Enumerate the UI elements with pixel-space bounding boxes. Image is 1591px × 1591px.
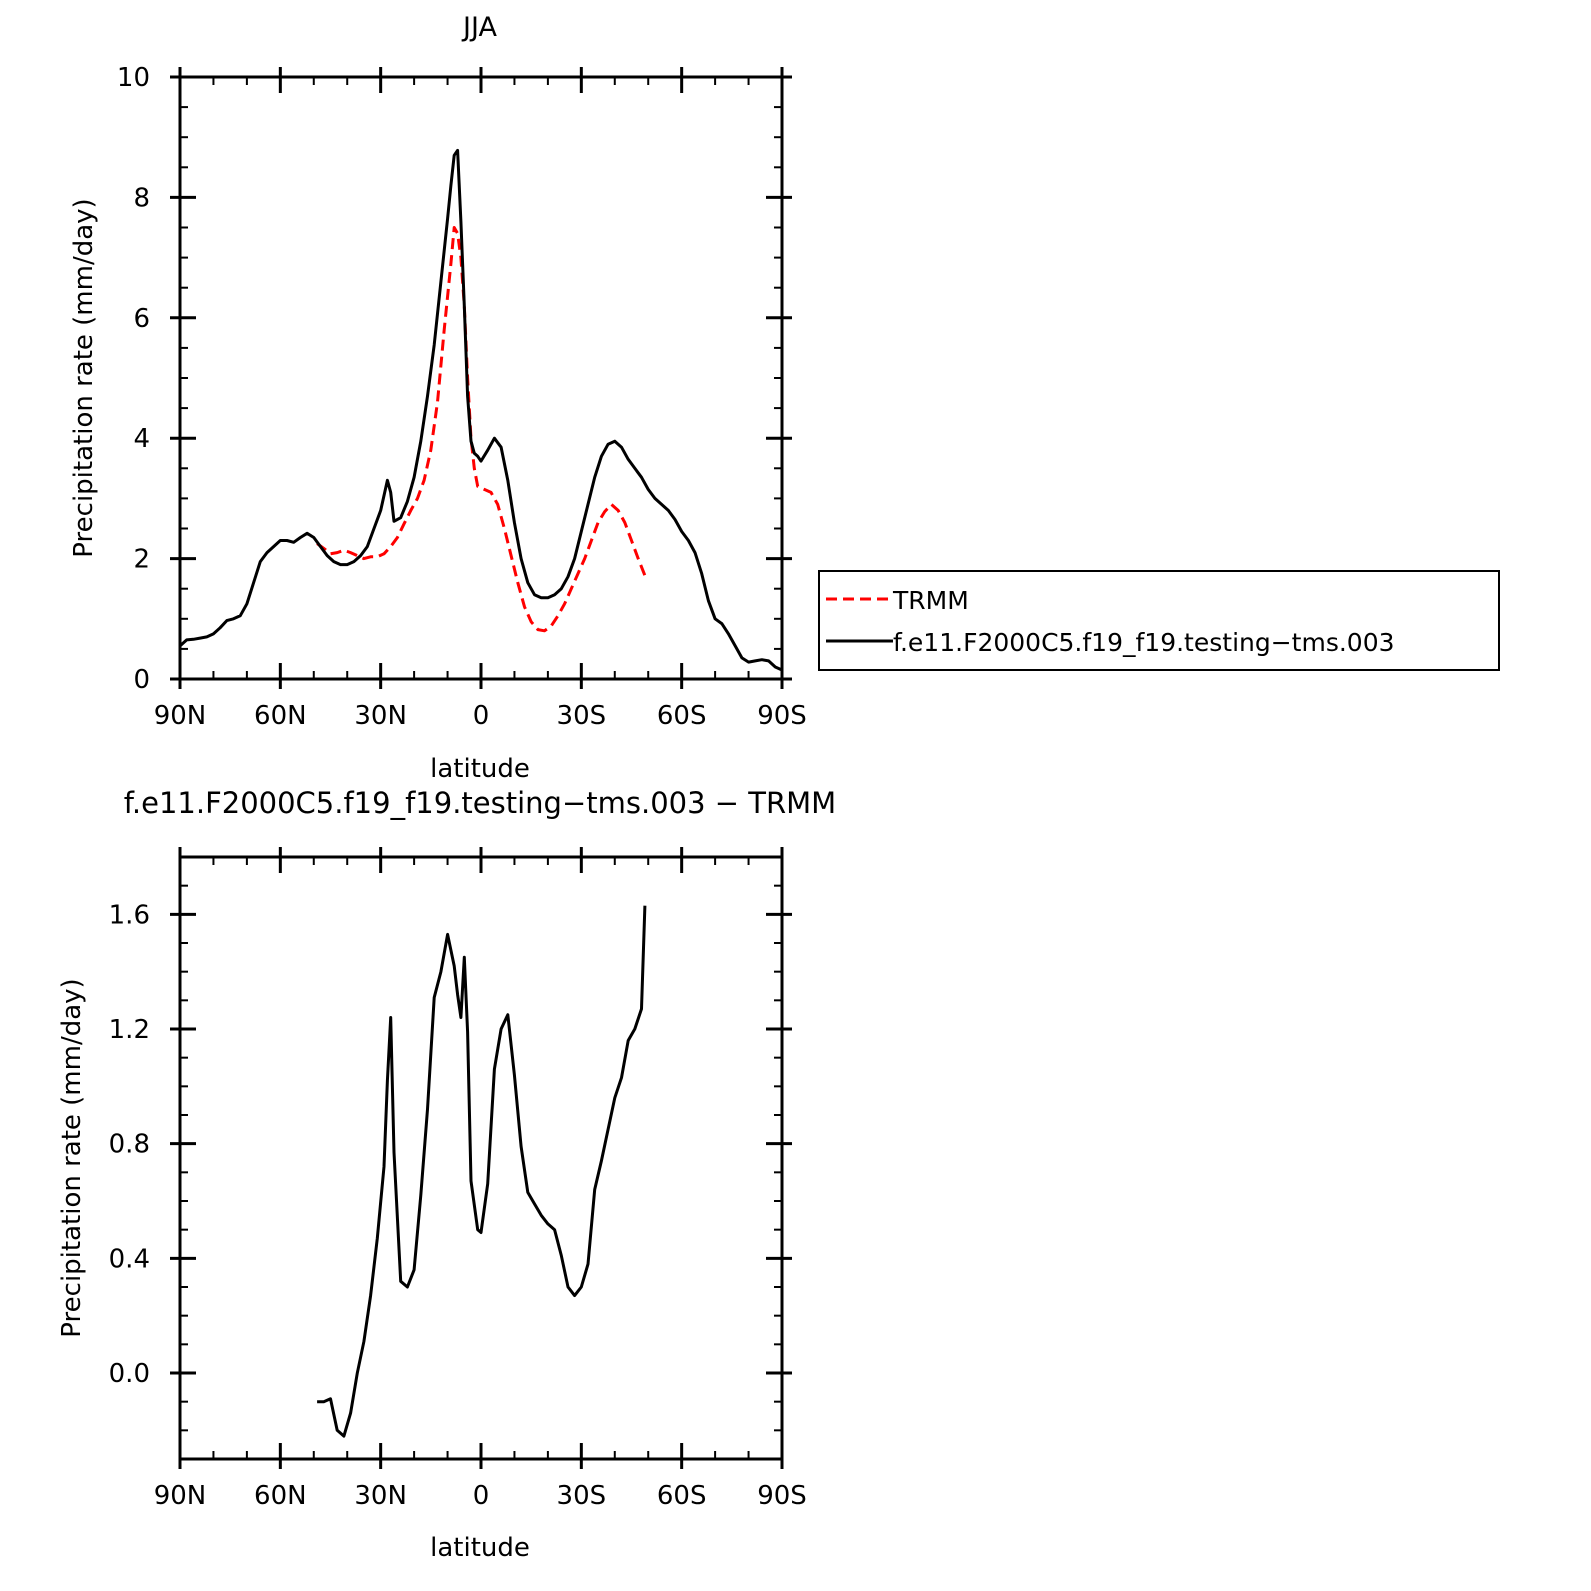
bottom-x-tick-label: 30S: [557, 1481, 607, 1511]
bottom-x-axis-label: latitude: [430, 1533, 530, 1563]
top-y-axis-label: Precipitation rate (mm/day): [69, 198, 99, 557]
top-x-tick-label: 90N: [154, 701, 207, 731]
bottom-y-tick-label: 0.4: [109, 1244, 150, 1274]
bottom-x-tick-labels: 90N 60N 30N 0 30S 60S 90S: [154, 1481, 807, 1511]
legend: TRMM f.e11.F2000C5.f19_f19.testing−tms.0…: [818, 570, 1500, 671]
legend-trmm-label: TRMM: [892, 586, 969, 615]
top-x-tick-label: 60N: [254, 701, 307, 731]
top-x-axis-label: latitude: [430, 754, 530, 784]
legend-model-label: f.e11.F2000C5.f19_f19.testing−tms.003: [893, 628, 1395, 657]
top-x-tick-label: 30N: [354, 701, 407, 731]
top-plot-frame: [178, 75, 784, 681]
top-x-tick-label: 90S: [757, 701, 807, 731]
top-x-tick-label: 60S: [657, 701, 707, 731]
bottom-y-tick-label: 0.8: [109, 1130, 150, 1160]
bottom-x-tick-label: 90S: [757, 1481, 807, 1511]
bottom-y-tick-label: 1.6: [109, 900, 150, 930]
top-panel: JJA 90N 60N 30N 0 30S 60S 90S 0 2 4 6 8 10 latitude…: [69, 12, 807, 784]
bottom-y-tick-labels: 0.0 0.4 0.8 1.2 1.6: [109, 900, 150, 1389]
top-y-tick-label: 8: [133, 183, 150, 213]
bottom-series-line-model: [317, 905, 647, 1438]
top-axis-ticks: [170, 67, 792, 689]
top-x-tick-label: 30S: [557, 701, 607, 731]
bottom-axis-ticks: [170, 847, 792, 1469]
top-x-tick-label: 0: [473, 701, 490, 731]
bottom-panel: f.e11.F2000C5.f19_f19.testing−tms.003 − …: [57, 786, 836, 1563]
bottom-x-tick-label: 60S: [657, 1481, 707, 1511]
bottom-plot-frame: [178, 855, 784, 1461]
top-y-tick-label: 6: [133, 304, 150, 334]
bottom-x-tick-label: 30N: [354, 1481, 407, 1511]
top-series-line-trmm: [316, 226, 647, 633]
bottom-y-tick-label: 0.0: [109, 1359, 150, 1389]
top-y-tick-label: 0: [133, 665, 150, 695]
top-y-tick-label: 2: [133, 545, 150, 575]
top-panel-title: JJA: [461, 12, 497, 43]
bottom-x-tick-label: 90N: [154, 1481, 207, 1511]
top-y-tick-labels: 0 2 4 6 8 10: [117, 63, 150, 695]
bottom-x-tick-label: 0: [473, 1481, 490, 1511]
bottom-panel-title: f.e11.F2000C5.f19_f19.testing−tms.003 − …: [124, 786, 836, 820]
top-y-tick-label: 4: [133, 424, 150, 454]
bottom-x-tick-label: 60N: [254, 1481, 307, 1511]
bottom-y-tick-label: 1.2: [109, 1015, 150, 1045]
legend-box: [818, 570, 1500, 671]
top-y-tick-label: 10: [117, 63, 150, 93]
bottom-y-axis-label: Precipitation rate (mm/day): [57, 978, 87, 1337]
top-series-lines: [178, 148, 783, 672]
top-series-line-model: [178, 148, 783, 672]
bottom-series-lines: [317, 905, 647, 1438]
top-x-tick-labels: 90N 60N 30N 0 30S 60S 90S: [154, 701, 807, 731]
